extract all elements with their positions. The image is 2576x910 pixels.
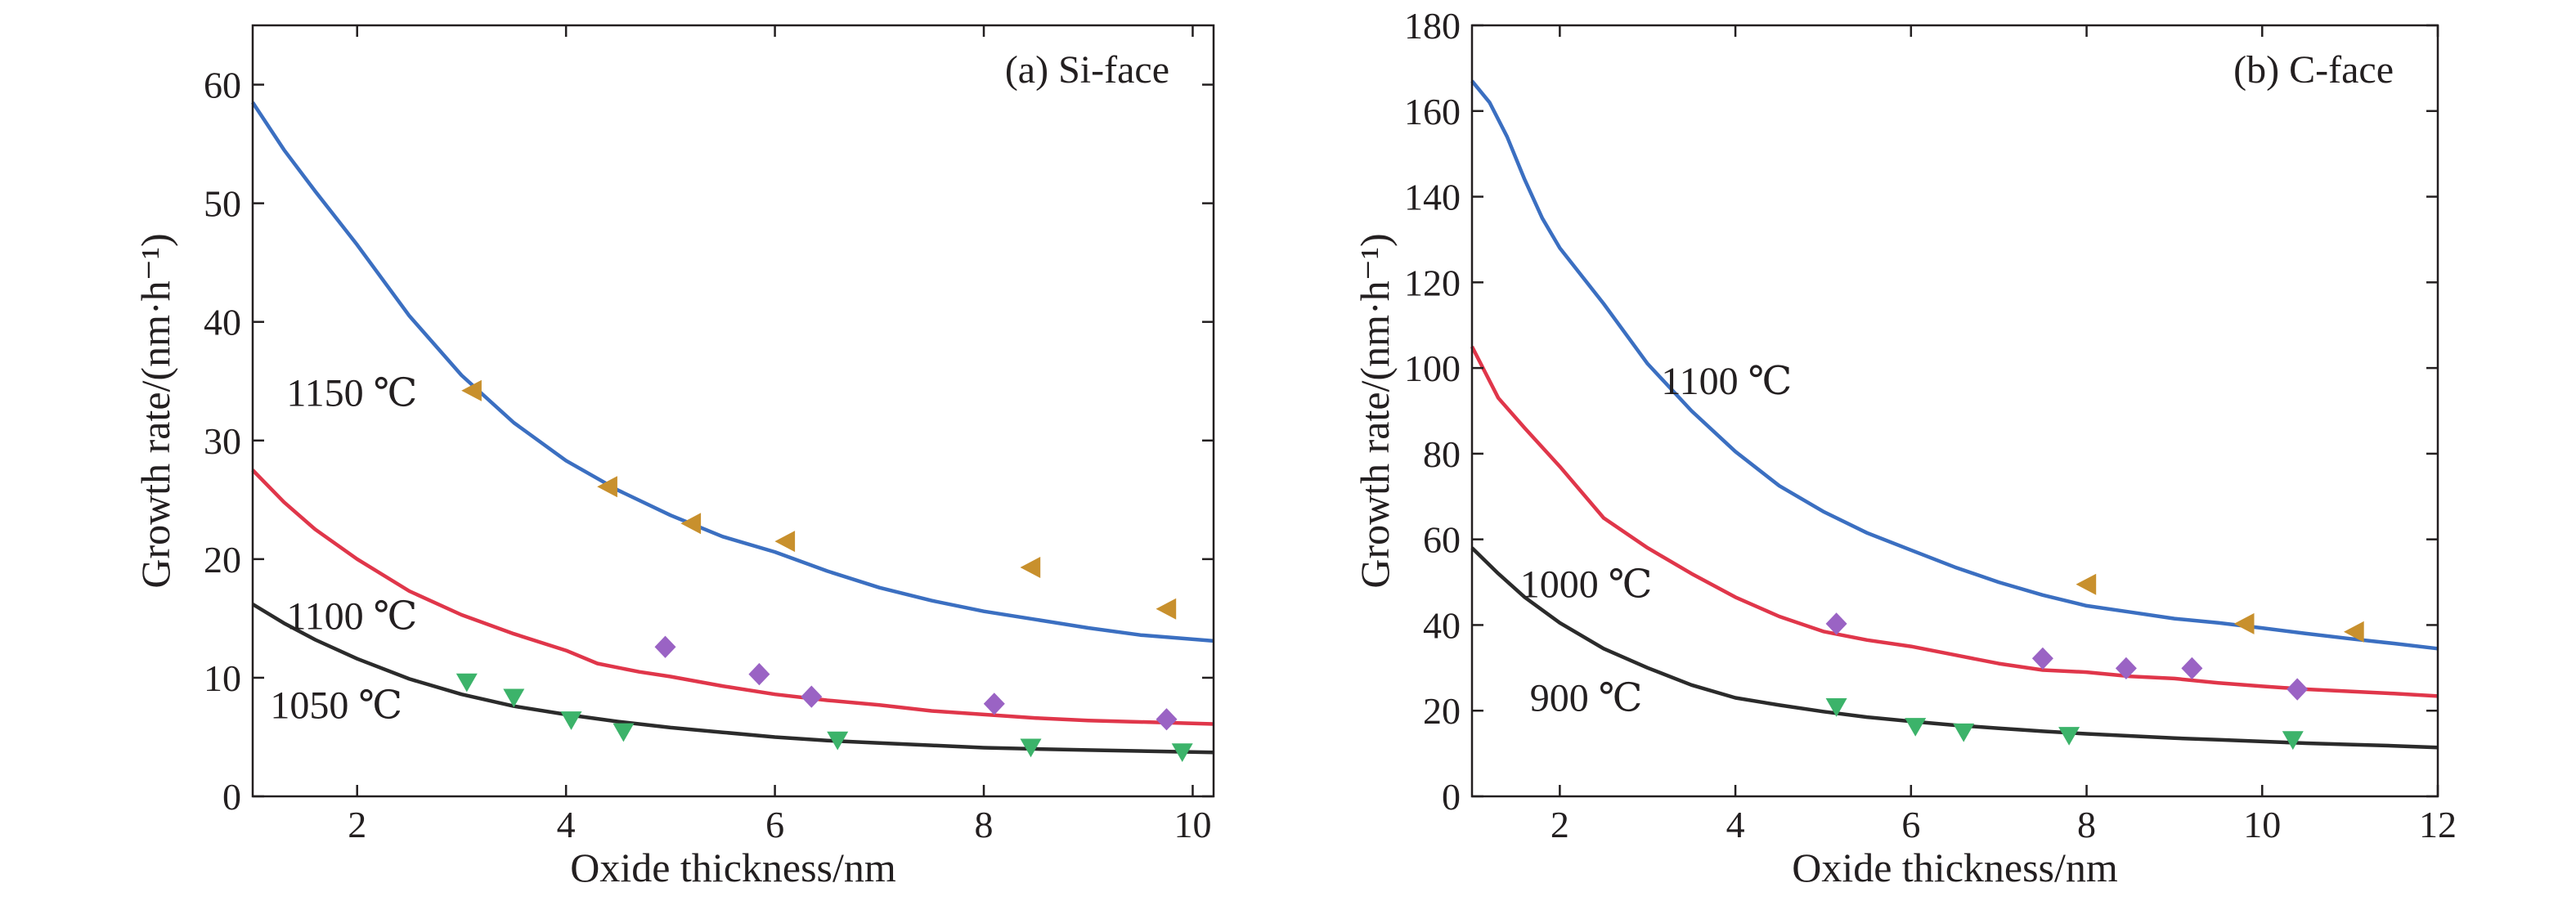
si-face-x-tick-label-0: 2 — [348, 804, 366, 845]
c-face-curve-0 — [1470, 79, 2439, 651]
si-face-marker-2-5 — [1020, 738, 1042, 758]
c-face-y-tick-label-5: 100 — [1404, 347, 1461, 389]
si-face-curve-2 — [251, 603, 1214, 755]
si-face-marker-0-5 — [1156, 598, 1177, 620]
si-face-y-tick-label-0: 0 — [222, 776, 241, 818]
si-face-x-axis-label: Oxide thickness/nm — [570, 845, 896, 890]
si-face-x-tick-label-3: 8 — [975, 804, 994, 845]
si-face-plot-frame — [251, 24, 1215, 798]
c-face-y-tick-label-8: 160 — [1404, 91, 1461, 132]
c-face-y-tick-label-2: 40 — [1423, 604, 1461, 646]
c-face-y-tick-label-7: 140 — [1404, 177, 1461, 218]
c-face-marker-1-3 — [2181, 657, 2203, 679]
c-face-marker-2-0 — [1825, 698, 1847, 717]
c-face-x-tick-label-4: 10 — [2243, 804, 2281, 845]
c-face-curve-label-0: 1100 ℃ — [1661, 360, 1792, 403]
si-face-marker-2-0 — [456, 673, 478, 693]
c-face-x-tick-label-3: 8 — [2077, 804, 2096, 845]
si-face-marker-0-3 — [774, 531, 796, 553]
c-face-y-axis-label: Growth rate/(nm·h⁻¹) — [1352, 233, 1398, 588]
si-face-x-tick-label-2: 6 — [765, 804, 784, 845]
si-face-marker-1-1 — [748, 662, 770, 686]
c-face-marker-1-0 — [1825, 612, 1847, 635]
si-face-marker-0-1 — [597, 476, 617, 498]
si-face-curve-label-1: 1100 ℃ — [286, 594, 417, 638]
si-face-y-tick-label-1: 10 — [204, 657, 241, 699]
si-face-marker-1-4 — [1156, 708, 1178, 731]
si-face-y-tick-label-3: 30 — [204, 420, 241, 462]
si-face-x-tick-label-1: 4 — [557, 804, 576, 845]
c-face-marker-0-0 — [2076, 573, 2097, 595]
c-face-curve-label-2: 900 ℃ — [1530, 677, 1643, 720]
si-face-marker-2-3 — [613, 723, 635, 742]
si-face-curve-label-2: 1050 ℃ — [270, 684, 402, 727]
c-face-x-tick-label-1: 4 — [1726, 804, 1745, 845]
c-face-marker-1-4 — [2287, 678, 2309, 701]
c-face-marker-0-1 — [2233, 612, 2255, 634]
si-face-y-tick-label-4: 40 — [204, 302, 241, 343]
c-face-marker-2-3 — [2058, 727, 2080, 746]
si-face-marker-1-0 — [654, 635, 676, 658]
c-face-x-tick-label-5: 12 — [2419, 804, 2457, 845]
si-face-x-tick-label-4: 10 — [1174, 804, 1211, 845]
c-face-x-axis-label: Oxide thickness/nm — [1792, 845, 2118, 890]
c-face-marker-1-2 — [2115, 657, 2137, 679]
c-face-marker-0-2 — [2344, 621, 2364, 643]
c-face-curve-1 — [1470, 345, 2439, 698]
c-face-y-tick-label-1: 20 — [1423, 690, 1461, 732]
c-face-x-tick-label-2: 6 — [1901, 804, 1920, 845]
c-face-y-tick-label-4: 80 — [1423, 433, 1461, 475]
si-face-marker-2-2 — [560, 711, 582, 730]
c-face-plot-frame — [1470, 24, 2439, 798]
c-face-marker-2-4 — [2282, 731, 2304, 751]
si-face-marker-0-0 — [461, 379, 482, 401]
c-face-y-tick-label-6: 120 — [1404, 262, 1461, 303]
c-face-y-tick-label-3: 60 — [1423, 519, 1461, 561]
panel-si-face: 2 4 6 8 10 0 10 20 30 40 50 60 Oxide thickness/nm Gro… — [132, 24, 1215, 890]
c-face-marker-2-1 — [1905, 718, 1927, 737]
si-face-marker-2-4 — [827, 731, 849, 751]
si-face-curve-1 — [251, 468, 1214, 726]
si-face-curve-label-0: 1150 ℃ — [286, 372, 417, 415]
c-face-curve-2 — [1470, 546, 2439, 750]
si-face-y-axis-label: Growth rate/(nm·h⁻¹) — [132, 233, 178, 588]
si-face-y-tick-label-2: 20 — [204, 539, 241, 581]
c-face-y-tick-label-9: 180 — [1404, 5, 1461, 47]
c-face-marker-2-2 — [1953, 723, 1975, 742]
c-face-marker-1-1 — [2031, 647, 2053, 670]
si-face-marker-2-1 — [503, 688, 525, 708]
c-face-curve-label-1: 1000 ℃ — [1520, 563, 1653, 607]
si-face-marker-0-4 — [1020, 557, 1041, 578]
c-face-x-tick-label-0: 2 — [1551, 804, 1569, 845]
si-face-marker-2-6 — [1171, 743, 1193, 762]
si-face-marker-0-2 — [680, 513, 702, 535]
si-face-marker-1-2 — [801, 685, 823, 708]
si-face-panel-title: (a) Si-face — [1005, 48, 1169, 92]
si-face-marker-1-3 — [983, 693, 1005, 715]
c-face-y-tick-label-0: 0 — [1442, 776, 1461, 818]
c-face-panel-title: (b) C-face — [2233, 48, 2394, 92]
si-face-y-tick-label-6: 60 — [204, 65, 241, 106]
si-face-y-tick-label-5: 50 — [204, 183, 241, 225]
